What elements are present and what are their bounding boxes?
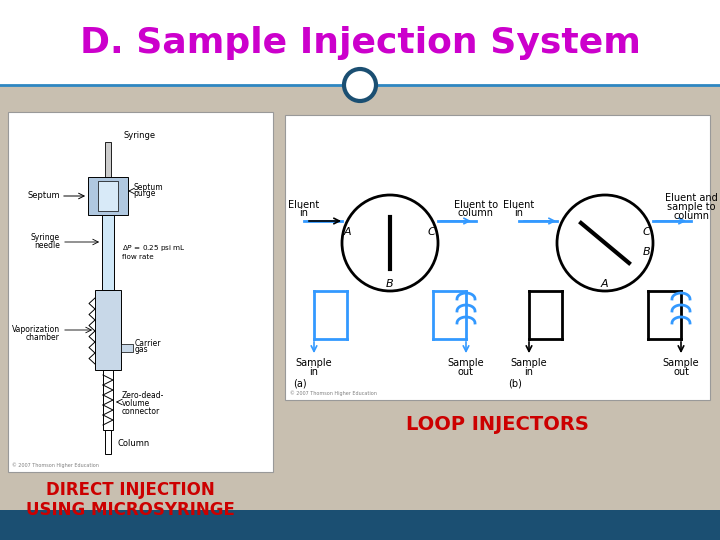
Text: B: B — [386, 279, 394, 289]
Text: gas: gas — [135, 346, 148, 354]
Text: in: in — [515, 208, 523, 218]
Text: chamber: chamber — [26, 334, 60, 342]
Text: Eluent: Eluent — [503, 200, 535, 210]
Text: C: C — [643, 227, 651, 237]
Text: connector: connector — [122, 407, 161, 415]
Text: Sample: Sample — [510, 358, 547, 368]
Text: A: A — [344, 227, 351, 237]
Bar — [0, 85, 720, 510]
Text: Carrier: Carrier — [135, 339, 161, 348]
Circle shape — [342, 195, 438, 291]
Text: in: in — [310, 367, 318, 377]
Text: Septum: Septum — [133, 183, 163, 192]
Text: Eluent to: Eluent to — [454, 200, 498, 210]
Text: out: out — [458, 367, 474, 377]
Bar — [0, 0, 720, 85]
Text: out: out — [673, 367, 689, 377]
Text: Sample: Sample — [448, 358, 485, 368]
Text: Eluent and: Eluent and — [665, 193, 717, 203]
Text: Syringe: Syringe — [31, 233, 60, 242]
Text: sample to: sample to — [667, 202, 715, 212]
Text: C: C — [428, 227, 436, 237]
Text: D. Sample Injection System: D. Sample Injection System — [80, 25, 640, 59]
Circle shape — [557, 195, 653, 291]
Bar — [98, 181, 118, 211]
Text: Vaporization: Vaporization — [12, 326, 60, 334]
Text: needle: needle — [34, 241, 60, 251]
Bar — [285, 115, 710, 400]
Text: $\Delta P$ = 0.25 psi mL: $\Delta P$ = 0.25 psi mL — [122, 243, 186, 253]
Text: Sample: Sample — [662, 358, 699, 368]
Bar — [102, 215, 114, 290]
Text: in: in — [300, 208, 308, 218]
Bar — [105, 430, 111, 454]
Text: DIRECT INJECTION
USING MICROSYRINGE: DIRECT INJECTION USING MICROSYRINGE — [26, 481, 235, 519]
Text: (b): (b) — [508, 379, 522, 389]
Bar — [95, 290, 121, 370]
Text: © 2007 Thomson Higher Education: © 2007 Thomson Higher Education — [290, 390, 377, 396]
Bar — [105, 142, 111, 177]
Text: in: in — [524, 367, 534, 377]
Text: Syringe: Syringe — [123, 131, 155, 139]
Text: © 2007 Thomson Higher Education: © 2007 Thomson Higher Education — [12, 462, 99, 468]
Bar — [103, 370, 113, 430]
Bar — [88, 177, 128, 215]
Bar — [8, 112, 273, 472]
Text: Eluent: Eluent — [289, 200, 320, 210]
Text: A: A — [601, 279, 608, 289]
Text: (a): (a) — [293, 379, 307, 389]
Text: B: B — [643, 247, 651, 257]
Text: column: column — [458, 208, 494, 218]
Text: Zero-dead-: Zero-dead- — [122, 390, 164, 400]
Text: Column: Column — [118, 440, 150, 449]
Text: column: column — [673, 211, 709, 221]
Text: volume: volume — [122, 399, 150, 408]
Bar — [121, 344, 133, 352]
Text: flow rate: flow rate — [122, 254, 154, 260]
Text: LOOP INJECTORS: LOOP INJECTORS — [405, 415, 588, 435]
Text: Septum: Septum — [27, 192, 60, 200]
Text: Sample: Sample — [296, 358, 333, 368]
Bar — [0, 510, 720, 540]
Text: purge: purge — [133, 190, 156, 199]
Circle shape — [344, 69, 376, 101]
